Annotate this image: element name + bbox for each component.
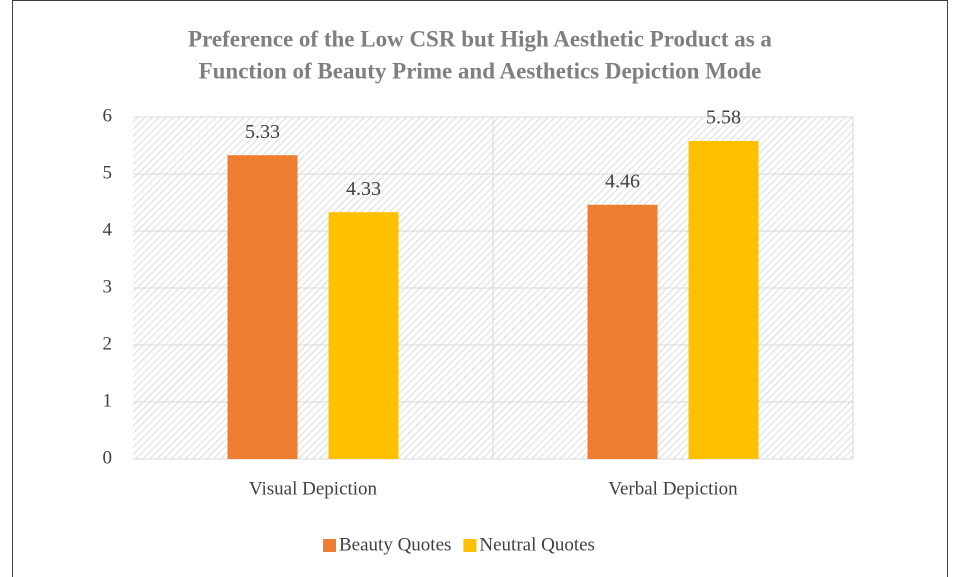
bar [587, 204, 658, 459]
chart-title: Function of Beauty Prime and Aesthetics … [199, 58, 762, 83]
chart-title: Preference of the Low CSR but High Aesth… [188, 26, 772, 51]
y-tick-label: 0 [103, 447, 113, 468]
y-tick-label: 1 [103, 390, 113, 411]
value-label: 4.33 [346, 178, 381, 200]
value-label: 5.33 [245, 121, 280, 143]
y-tick-label: 5 [103, 162, 113, 183]
bar [328, 212, 399, 459]
bar [688, 140, 759, 459]
value-label: 5.58 [706, 107, 741, 129]
y-tick-label: 2 [103, 333, 113, 354]
legend-swatch [463, 539, 477, 552]
value-label: 4.46 [605, 170, 640, 192]
y-tick-label: 4 [103, 219, 113, 240]
x-tick-label: Verbal Depiction [608, 478, 738, 499]
legend-swatch [323, 539, 336, 552]
y-tick-label: 6 [103, 105, 113, 126]
bar [227, 155, 298, 459]
legend-label: Neutral Quotes [479, 534, 595, 555]
legend-label: Beauty Quotes [339, 534, 451, 555]
y-tick-label: 3 [103, 276, 113, 297]
x-tick-label: Visual Depiction [249, 478, 378, 499]
